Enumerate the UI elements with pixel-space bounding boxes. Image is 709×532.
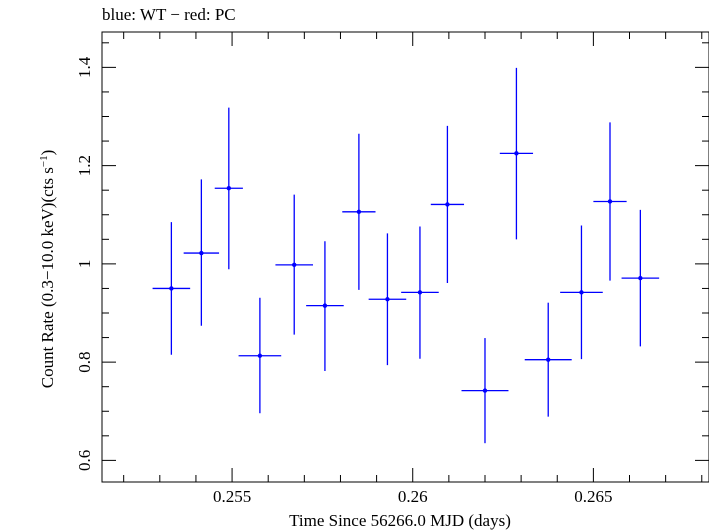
data-marker (169, 286, 174, 291)
data-marker (417, 290, 423, 295)
y-axis-label-sup: −1 (38, 155, 50, 167)
data-marker (292, 262, 297, 268)
data-marker (579, 290, 584, 295)
data-marker (546, 357, 551, 362)
y-tick-label: 0.6 (75, 450, 94, 471)
data-marker (445, 202, 450, 207)
y-tick-label: 0.8 (75, 352, 94, 373)
data-point (183, 179, 220, 326)
data-point (524, 302, 572, 417)
x-tick-label: 0.26 (398, 487, 428, 506)
data-point (593, 122, 627, 281)
data-marker (638, 275, 643, 281)
data-marker (226, 186, 232, 191)
y-tick-label: 1.2 (75, 155, 94, 176)
data-marker (356, 209, 362, 215)
chart-title: blue: WT − red: PC (102, 5, 236, 24)
plot-frame (101, 31, 709, 483)
data-point (461, 338, 509, 444)
data-point (342, 133, 376, 290)
data-marker (482, 388, 488, 393)
data-point (275, 194, 314, 335)
data-marker (322, 303, 328, 308)
data-marker (607, 199, 613, 204)
data-point (401, 226, 439, 359)
y-axis-label-close: ) (38, 150, 57, 156)
x-tick-label: 0.255 (213, 487, 251, 506)
y-axis-label: Count Rate (0.3−10.0 keV)(cts s−1) (38, 150, 57, 389)
y-tick-label: 1 (75, 260, 94, 269)
x-tick-label: 0.265 (574, 487, 612, 506)
data-point (214, 107, 243, 270)
data-point (621, 209, 660, 347)
data-point (499, 67, 534, 240)
data-point (306, 241, 344, 371)
data-marker (385, 297, 390, 302)
y-axis-label-main: Count Rate (0.3−10.0 keV)(cts s (38, 167, 57, 388)
data-marker (257, 353, 263, 358)
data-point (560, 225, 603, 360)
data-point (238, 297, 282, 414)
y-tick-label: 1.4 (75, 56, 94, 78)
data-point (368, 233, 407, 366)
data-point (152, 222, 191, 355)
x-axis-label: Time Since 56266.0 MJD (days) (289, 511, 511, 530)
data-point (430, 125, 465, 284)
data-marker (514, 151, 519, 156)
data-marker (199, 250, 204, 256)
